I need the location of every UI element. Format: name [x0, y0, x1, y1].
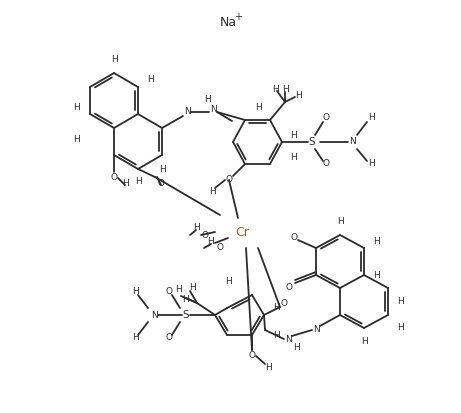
Text: H: H — [207, 237, 213, 245]
Text: H: H — [132, 287, 138, 295]
Text: H: H — [372, 237, 379, 245]
Text: O: O — [323, 114, 330, 123]
Text: H: H — [132, 334, 138, 342]
Text: H: H — [225, 278, 231, 287]
Text: H: H — [159, 166, 165, 175]
Text: Cr: Cr — [235, 225, 249, 238]
Text: H: H — [193, 223, 199, 233]
Text: H: H — [189, 283, 195, 292]
Text: O: O — [217, 242, 224, 252]
Text: N: N — [349, 138, 355, 147]
Text: Na: Na — [219, 16, 236, 28]
Text: H: H — [272, 85, 278, 93]
Text: H: H — [182, 295, 189, 304]
Text: S: S — [309, 137, 315, 147]
Text: +: + — [234, 12, 242, 22]
Text: H: H — [73, 135, 79, 145]
Text: H: H — [254, 102, 261, 112]
Text: O: O — [323, 159, 330, 169]
Text: N: N — [210, 104, 216, 114]
Text: O: O — [201, 230, 208, 240]
Text: H: H — [396, 297, 403, 306]
Text: N: N — [284, 335, 291, 344]
Text: H: H — [175, 285, 181, 294]
Text: H: H — [396, 323, 403, 332]
Text: O: O — [165, 287, 172, 295]
Text: H: H — [111, 55, 118, 64]
Text: H: H — [290, 154, 296, 162]
Text: H: H — [272, 330, 279, 339]
Text: H: H — [293, 344, 299, 353]
Text: O: O — [280, 299, 288, 308]
Text: H: H — [265, 363, 272, 372]
Text: S: S — [183, 310, 189, 320]
Text: N: N — [151, 311, 157, 320]
Text: H: H — [147, 74, 154, 83]
Text: O: O — [111, 173, 118, 183]
Text: H: H — [135, 178, 142, 187]
Text: H: H — [204, 95, 210, 104]
Text: N: N — [183, 107, 190, 116]
Text: O: O — [248, 351, 255, 361]
Text: O: O — [165, 334, 172, 342]
Text: O: O — [158, 178, 165, 188]
Text: H: H — [272, 304, 279, 313]
Text: H: H — [122, 178, 128, 188]
Text: H: H — [209, 188, 215, 197]
Text: H: H — [290, 131, 296, 140]
Text: H: H — [361, 337, 367, 346]
Text: H: H — [367, 114, 374, 123]
Text: O: O — [290, 233, 297, 242]
Text: H: H — [372, 271, 379, 280]
Text: H: H — [367, 159, 374, 169]
Text: O: O — [285, 282, 292, 292]
Text: H: H — [337, 218, 343, 226]
Text: H: H — [73, 104, 79, 112]
Text: H: H — [295, 90, 301, 100]
Text: N: N — [313, 325, 319, 335]
Text: H: H — [282, 85, 289, 95]
Text: O: O — [225, 176, 232, 185]
